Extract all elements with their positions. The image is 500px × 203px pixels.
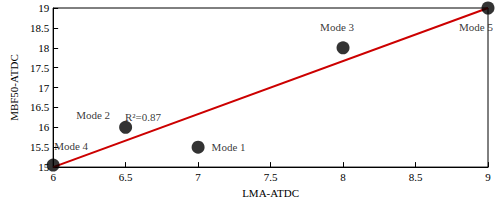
svg-text:LMA-ATDC: LMA-ATDC	[242, 187, 299, 199]
svg-text:8.5: 8.5	[409, 171, 423, 183]
svg-text:17.5: 17.5	[30, 62, 50, 74]
svg-text:18: 18	[38, 42, 50, 54]
svg-text:16: 16	[38, 121, 50, 133]
svg-text:7: 7	[195, 171, 201, 183]
svg-text:6.5: 6.5	[119, 171, 133, 183]
svg-text:R²=0.87: R²=0.87	[125, 111, 162, 123]
svg-text:Mode 5: Mode 5	[459, 21, 493, 33]
svg-text:9: 9	[485, 171, 491, 183]
svg-text:7.5: 7.5	[264, 171, 278, 183]
svg-text:Mode 4: Mode 4	[54, 140, 88, 152]
svg-text:19: 19	[38, 2, 50, 14]
svg-text:Mode 3: Mode 3	[320, 21, 354, 33]
svg-text:17: 17	[38, 82, 50, 94]
svg-text:Mode 2: Mode 2	[76, 109, 110, 121]
svg-text:MBF50-ATDC: MBF50-ATDC	[8, 54, 20, 121]
svg-text:15.5: 15.5	[30, 141, 50, 153]
svg-text:6: 6	[50, 171, 56, 183]
svg-text:Mode 1: Mode 1	[212, 141, 246, 153]
svg-text:16.5: 16.5	[30, 101, 50, 113]
svg-text:8: 8	[340, 171, 346, 183]
svg-text:18.5: 18.5	[30, 22, 50, 34]
svg-text:15: 15	[38, 161, 50, 174]
